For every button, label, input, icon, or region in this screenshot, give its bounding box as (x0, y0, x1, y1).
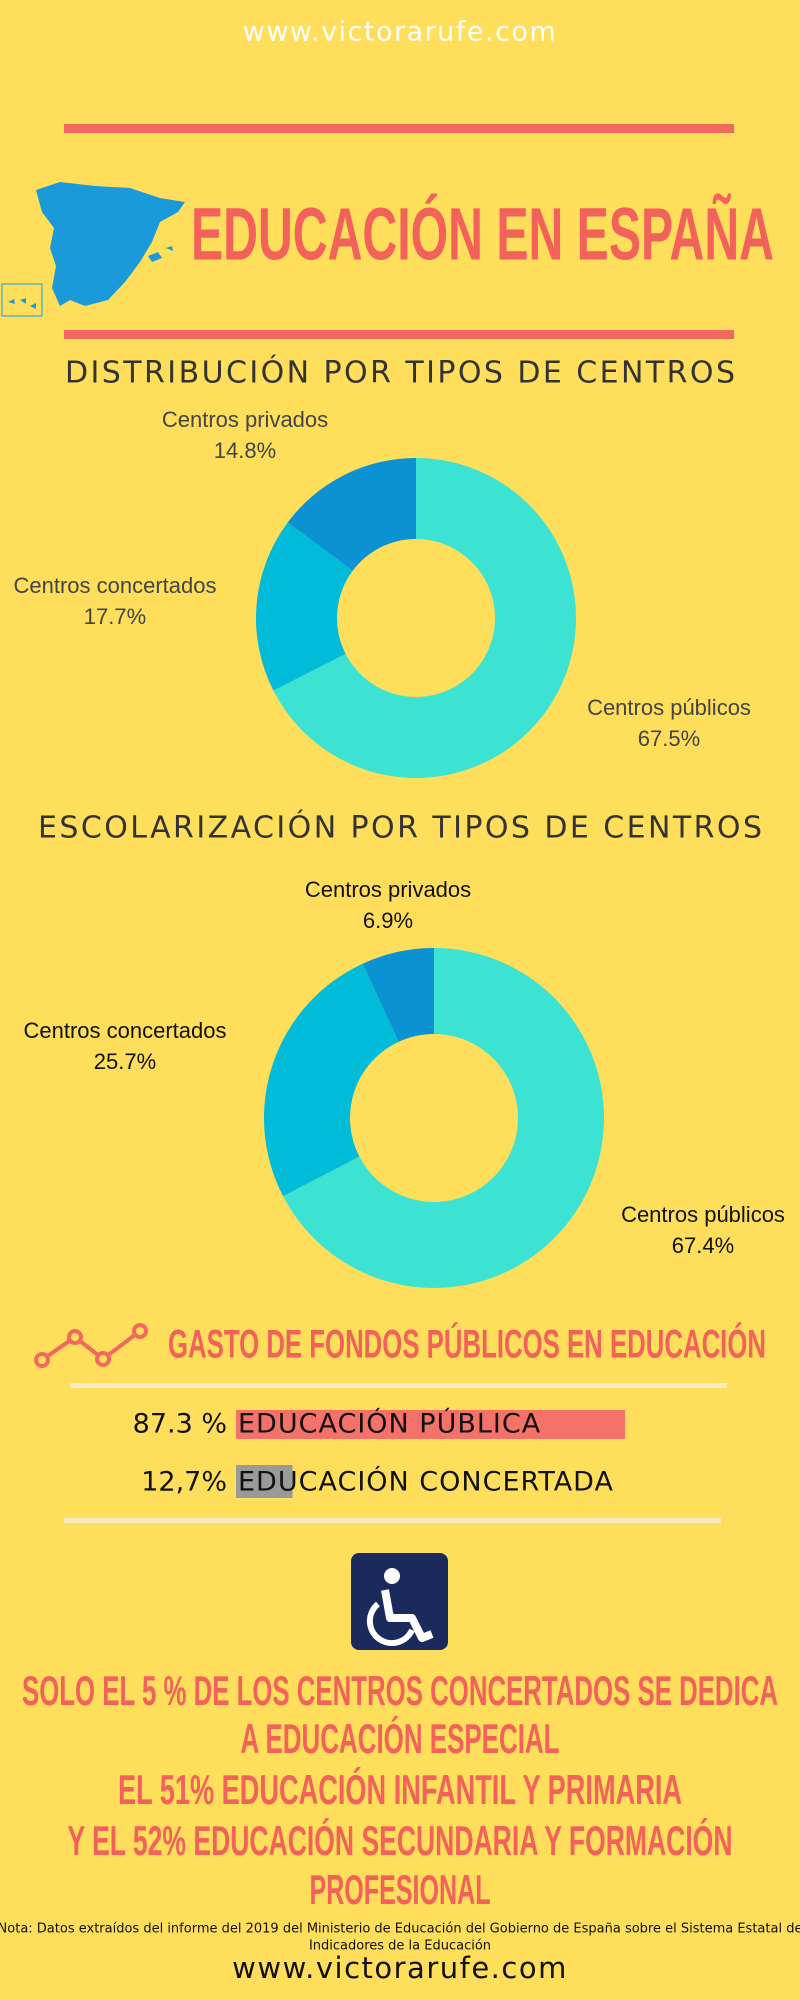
donut-slice (283, 948, 605, 1289)
trend-dot (95, 1351, 111, 1367)
slice-label: Centros privados (305, 877, 471, 902)
icon-body (381, 1589, 434, 1642)
bar (236, 1465, 293, 1498)
bar (236, 1410, 625, 1439)
canary-islands (8, 298, 36, 309)
divider (64, 124, 734, 133)
trend-icon (34, 1323, 148, 1368)
slice-value: 67.4% (672, 1233, 734, 1258)
donut-slice (362, 948, 434, 1042)
balearic-islands (148, 246, 173, 262)
main-title: EDUCACIÓN EN ESPAÑA (191, 193, 774, 276)
highlight-line: EL 51% EDUCACIÓN INFANTIL Y PRIMARIA (118, 1765, 682, 1813)
slice-value: 17.7% (84, 604, 146, 629)
slice-label: Centros concertados (24, 1018, 227, 1043)
site-url: www.victorarufe.com (232, 1951, 568, 1985)
note: Nota: Datos extraídos del informe del 20… (0, 1922, 800, 1937)
slice-value: 25.7% (94, 1049, 156, 1074)
trend-line (40, 1329, 142, 1362)
trend-dot (132, 1323, 148, 1339)
highlight-line: SOLO EL 5 % DE LOS CENTROS CONCERTADOS S… (22, 1667, 778, 1714)
divider (64, 330, 734, 339)
highlight-line: PROFESIONAL (310, 1866, 491, 1913)
divider (64, 1518, 721, 1523)
donut-slice (264, 963, 399, 1197)
donut-slice (287, 458, 416, 571)
accessibility-icon (351, 1553, 448, 1650)
icon-box (351, 1553, 448, 1650)
bar-value: 12,7% (141, 1467, 227, 1498)
bar-category: EDUCACIÓN CONCERTADA (238, 1466, 614, 1498)
slice-value: 67.5% (638, 726, 700, 751)
spain-map (1, 182, 185, 317)
slice-value: 14.8% (214, 438, 276, 463)
chart-title: ESCOLARIZACIÓN POR TIPOS DE CENTROS (38, 809, 762, 846)
slice-value: 6.9% (363, 908, 413, 933)
slice-label: Centros públicos (587, 695, 751, 720)
trend-dot (34, 1352, 50, 1368)
donut-slice (273, 458, 577, 778)
site-url: www.victorarufe.com (243, 17, 558, 48)
donut-slice (256, 522, 353, 691)
slice-label: Centros concertados (14, 573, 217, 598)
slice-label: Centros privados (162, 407, 328, 432)
icon-wheel (366, 1601, 415, 1647)
highlight-line: Y EL 52% EDUCACIÓN SECUNDARIA Y FORMACIÓ… (68, 1816, 733, 1864)
bar-value: 87.3 % (133, 1409, 227, 1440)
bar-category: EDUCACIÓN PÚBLICA (238, 1408, 541, 1440)
slice-label: Centros públicos (621, 1202, 785, 1227)
icon-head (384, 1568, 400, 1584)
chart-title: GASTO DE FONDOS PÚBLICOS EN EDUCACIÓN (168, 1321, 766, 1367)
trend-dot (67, 1329, 83, 1345)
highlight-text: SOLO EL 5 % DE LOS CENTROS CONCERTADOS S… (22, 1667, 778, 1913)
mainland (36, 182, 185, 306)
canary-box (1, 283, 43, 317)
note: Indicadores de la Educación (309, 1939, 491, 1954)
highlight-line: A EDUCACIÓN ESPECIAL (241, 1714, 560, 1762)
divider (70, 1383, 727, 1388)
